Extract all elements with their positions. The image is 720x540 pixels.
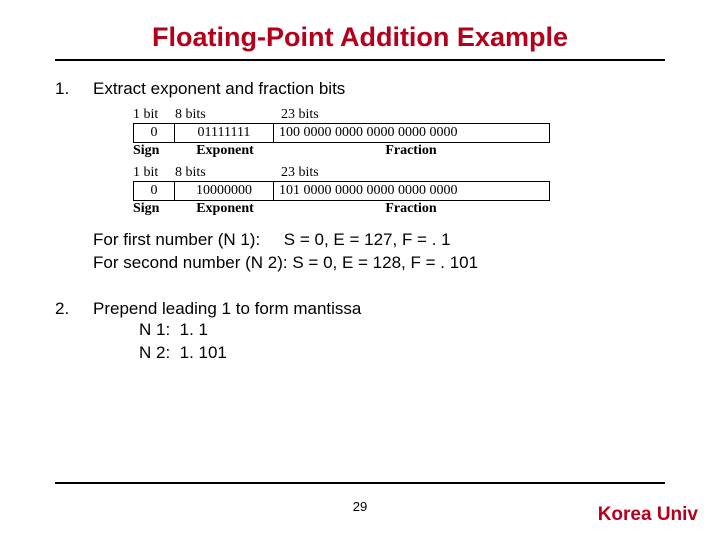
width-frac: 23 bits — [275, 165, 553, 181]
bit-widths-row: 1 bit 8 bits 23 bits — [133, 165, 665, 181]
slide-title: Floating-Point Addition Example — [55, 22, 665, 53]
label-exp: Exponent — [175, 201, 275, 217]
item-number: 1. — [55, 79, 93, 275]
slide: Floating-Point Addition Example 1. Extra… — [0, 0, 720, 365]
item-line: For second number (N 2): S = 0, E = 128,… — [93, 252, 665, 275]
item-body: Extract exponent and fraction bits 1 bit… — [93, 79, 665, 275]
label-sign: Sign — [133, 201, 175, 217]
cell-exp: 10000000 — [175, 181, 274, 201]
item-number: 2. — [55, 299, 93, 365]
bit-labels-row: Sign Exponent Fraction — [133, 201, 665, 217]
cell-exp: 01111111 — [175, 123, 274, 143]
cell-sign: 0 — [133, 123, 175, 143]
list-item: 1. Extract exponent and fraction bits 1 … — [55, 79, 665, 275]
item-body: Prepend leading 1 to form mantissa N 1: … — [93, 299, 665, 365]
list-item: 2. Prepend leading 1 to form mantissa N … — [55, 299, 665, 365]
width-sign: 1 bit — [133, 165, 175, 181]
university-logo-text: Korea Univ — [598, 504, 698, 526]
label-frac: Fraction — [275, 143, 547, 159]
item-heading: Prepend leading 1 to form mantissa — [93, 299, 665, 319]
width-exp: 8 bits — [175, 107, 275, 123]
item-line: For first number (N 1): S = 0, E = 127, … — [93, 229, 665, 252]
label-exp: Exponent — [175, 143, 275, 159]
width-sign: 1 bit — [133, 107, 175, 123]
title-rule — [55, 59, 665, 61]
bit-diagram: 1 bit 8 bits 23 bits 0 01111111 100 0000… — [133, 107, 665, 217]
bit-cells-row: 0 10000000 101 0000 0000 0000 0000 0000 — [133, 181, 665, 201]
width-exp: 8 bits — [175, 165, 275, 181]
label-sign: Sign — [133, 143, 175, 159]
item-subline: N 1: 1. 1 — [139, 319, 665, 342]
bit-cells-row: 0 01111111 100 0000 0000 0000 0000 0000 — [133, 123, 665, 143]
cell-frac: 100 0000 0000 0000 0000 0000 — [274, 123, 550, 143]
cell-sign: 0 — [133, 181, 175, 201]
item-heading: Extract exponent and fraction bits — [93, 79, 665, 99]
width-frac: 23 bits — [275, 107, 553, 123]
footer-rule — [55, 482, 665, 484]
bit-widths-row: 1 bit 8 bits 23 bits — [133, 107, 665, 123]
cell-frac: 101 0000 0000 0000 0000 0000 — [274, 181, 550, 201]
label-frac: Fraction — [275, 201, 547, 217]
item-subline: N 2: 1. 101 — [139, 342, 665, 365]
bit-labels-row: Sign Exponent Fraction — [133, 143, 665, 159]
